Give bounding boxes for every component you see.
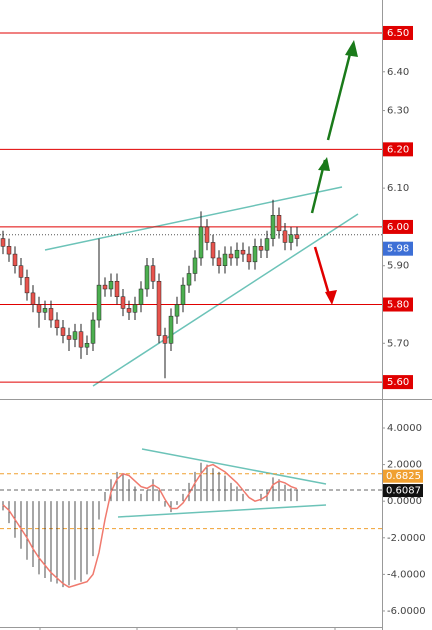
candle-body xyxy=(54,319,60,329)
candle-body xyxy=(258,246,264,251)
candle-body xyxy=(282,230,288,243)
candle-body xyxy=(270,215,276,239)
candle-body xyxy=(138,288,144,305)
y-tick-label: 5.60 xyxy=(387,377,409,388)
price-label-box xyxy=(383,297,413,312)
price-label-box xyxy=(383,142,413,157)
y-tick-label: 6.00 xyxy=(387,222,409,233)
candle-body xyxy=(228,253,234,259)
y-tick-label: 6.30 xyxy=(387,106,409,117)
candle-body xyxy=(120,296,126,309)
candle-body xyxy=(294,234,300,239)
y-tick-label: 5.90 xyxy=(387,261,409,272)
candle-body xyxy=(198,226,204,259)
candle-body xyxy=(126,308,132,313)
price-label-box xyxy=(383,219,413,234)
value-label: 0.6825 xyxy=(386,471,421,482)
price-label-box xyxy=(383,241,413,256)
candle-body xyxy=(36,304,42,313)
drawings xyxy=(44,40,359,518)
price-label-box xyxy=(383,25,413,40)
candle-body xyxy=(114,280,120,298)
candle-body xyxy=(240,249,246,255)
candle-body xyxy=(156,280,162,336)
candle-body xyxy=(234,249,240,259)
y-tick-label: 5.80 xyxy=(387,300,409,311)
y-tick-label: 5.98 xyxy=(387,244,409,255)
candle-body xyxy=(150,265,156,282)
candle-body xyxy=(186,273,192,286)
candle-body xyxy=(6,246,12,255)
y-tick-label: 0.0000 xyxy=(387,496,422,507)
candle-body xyxy=(84,343,90,348)
y-tick-label: 6.50 xyxy=(387,28,409,39)
candle-body xyxy=(96,284,102,321)
candle-body xyxy=(12,253,18,266)
candle-body xyxy=(18,265,24,278)
y-tick-label: -4.0000 xyxy=(387,569,426,580)
candle-body xyxy=(210,242,216,259)
candle-body xyxy=(252,246,258,263)
candle-body xyxy=(42,308,48,313)
y-tick-label: 4.0000 xyxy=(387,423,422,434)
y-tick-label: -2.0000 xyxy=(387,533,426,544)
candle-body xyxy=(30,292,36,305)
y-tick-label: -6.0000 xyxy=(387,606,426,617)
candle-body xyxy=(72,331,78,340)
candle-body xyxy=(180,284,186,305)
candle-body xyxy=(24,277,30,294)
candle-body xyxy=(78,331,84,348)
candle-body xyxy=(168,315,174,344)
y-tick-label: 6.40 xyxy=(387,67,409,78)
candle-body xyxy=(276,215,282,232)
candle-body xyxy=(132,304,138,313)
value-label-box xyxy=(383,484,423,498)
candle-body xyxy=(102,284,108,290)
y-tick-label: 5.70 xyxy=(387,338,409,349)
value-label-box xyxy=(383,469,423,483)
candle-body xyxy=(0,238,6,247)
y-tick-label: 6.10 xyxy=(387,183,409,194)
y-tick-label: 2.0000 xyxy=(387,460,422,471)
candle-body xyxy=(108,280,114,290)
signal-line xyxy=(2,463,298,588)
candle-body xyxy=(60,327,66,336)
candle-body xyxy=(174,304,180,317)
candle-body xyxy=(90,319,96,344)
candle-body xyxy=(204,226,210,243)
candle-body xyxy=(48,308,54,321)
candle-body xyxy=(216,257,222,266)
candle-body xyxy=(264,238,270,251)
value-label: 0.6087 xyxy=(386,486,421,497)
candle-body xyxy=(162,335,168,344)
candle-body xyxy=(66,335,72,340)
candle-body xyxy=(222,253,228,266)
price-label-box xyxy=(383,375,413,390)
candle-body xyxy=(288,234,294,243)
candle-body xyxy=(246,253,252,263)
candle-body xyxy=(144,265,150,290)
candle-body xyxy=(192,257,198,274)
y-tick-label: 6.20 xyxy=(387,144,409,155)
